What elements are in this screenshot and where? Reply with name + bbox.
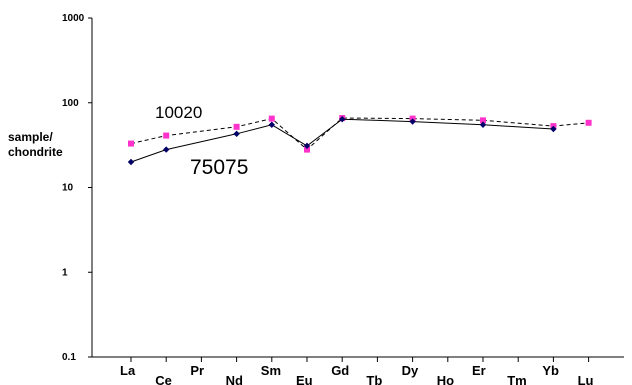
series-line-10020 bbox=[130, 117, 589, 151]
x-tick-label: Ho bbox=[437, 373, 454, 385]
point-75075-Eu bbox=[303, 142, 311, 150]
series-label-75075: 75075 bbox=[190, 156, 248, 179]
y-tick-labels: 1000 100 10 1 0.1 bbox=[62, 13, 85, 363]
x-tick-label: Gd bbox=[331, 363, 349, 378]
y-axis-label-line-1: sample/ bbox=[8, 130, 53, 144]
point-75075-Sm bbox=[268, 121, 275, 128]
point-10020-Nd bbox=[233, 123, 240, 130]
y-tick-label: 10 bbox=[62, 183, 74, 194]
point-75075-La bbox=[127, 158, 135, 166]
point-10020-Lu bbox=[585, 119, 592, 126]
point-10020-La bbox=[128, 140, 134, 147]
y-axis-label-line-2: chondrite bbox=[8, 145, 63, 159]
x-tick-label: La bbox=[120, 363, 136, 378]
x-tick-label: Eu bbox=[296, 373, 313, 385]
x-tick-label: Yb bbox=[542, 363, 559, 378]
series-group bbox=[127, 115, 592, 166]
point-75075-Ce bbox=[163, 146, 170, 153]
x-tick-labels: La Ce Pr Nd Sm Eu Gd Tb Dy Ho Er Tm Yb Lu bbox=[120, 363, 594, 385]
point-10020-Eu bbox=[304, 146, 310, 153]
point-10020-Sm bbox=[268, 115, 275, 122]
point-75075-Gd bbox=[339, 115, 346, 123]
x-tick-label: Dy bbox=[402, 363, 419, 378]
point-10020-Er bbox=[480, 117, 486, 124]
y-tick-label: 0.1 bbox=[62, 352, 76, 363]
x-tick-label: Sm bbox=[261, 363, 281, 378]
y-tick-label: 100 bbox=[62, 98, 79, 109]
x-tick-label: Ce bbox=[155, 373, 172, 385]
y-tick-label: 1000 bbox=[62, 13, 85, 24]
point-75075-Nd bbox=[233, 130, 240, 138]
point-75075-Dy bbox=[409, 118, 416, 125]
y-tick-label: 1 bbox=[62, 267, 68, 278]
point-75075-Yb bbox=[550, 125, 557, 133]
x-tick-label: Lu bbox=[578, 373, 594, 385]
axes bbox=[88, 17, 624, 362]
x-tick-label: Nd bbox=[226, 373, 243, 385]
x-tick-label: Er bbox=[472, 363, 486, 378]
x-tick-label: Pr bbox=[190, 363, 204, 378]
series-label-10020: 10020 bbox=[155, 103, 202, 122]
point-10020-Ce bbox=[163, 132, 170, 139]
x-tick-label: Tm bbox=[507, 373, 527, 385]
point-75075-Er bbox=[479, 121, 487, 128]
x-tick-label: Tb bbox=[366, 373, 382, 385]
